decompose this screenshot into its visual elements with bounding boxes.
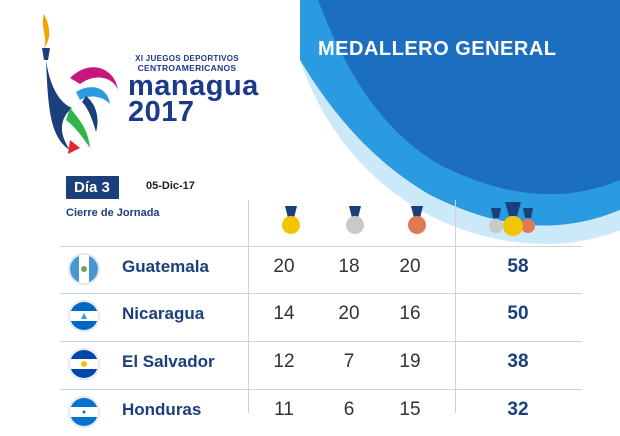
country-name: El Salvador — [122, 352, 215, 371]
column-divider — [248, 200, 249, 413]
nicaragua-flag-icon — [68, 300, 100, 332]
logo-line-2: CENTROAMERICANOS — [137, 63, 237, 73]
table-row: Nicaragua 14 20 16 50 — [60, 294, 582, 340]
total-count: 38 — [507, 351, 529, 372]
total-medals-icon — [489, 202, 535, 236]
row-divider — [60, 389, 582, 390]
bronze-medal-icon — [408, 206, 426, 234]
bronze-count: 16 — [399, 303, 421, 324]
table-row: Honduras 11 6 15 32 — [60, 390, 582, 436]
header-wave-background — [300, 0, 620, 244]
row-divider — [60, 341, 582, 342]
row-divider — [60, 246, 582, 247]
gold-medal-icon — [282, 206, 300, 234]
logo-line-4: 2017 — [128, 96, 195, 128]
silver-count: 18 — [338, 256, 360, 277]
country-name: Nicaragua — [122, 304, 205, 323]
gold-count: 20 — [273, 256, 295, 277]
silver-count: 7 — [343, 351, 355, 372]
gold-count: 14 — [273, 303, 295, 324]
page-title: MEDALLERO GENERAL — [318, 38, 557, 60]
table-row: Guatemala 20 18 20 58 — [60, 247, 582, 293]
table-row: El Salvador 12 7 19 38 — [60, 342, 582, 388]
total-count: 32 — [507, 399, 529, 420]
logo-line-1: XI JUEGOS DEPORTIVOS — [135, 54, 239, 63]
day-date: 05-Dic-17 — [146, 180, 195, 192]
guatemala-flag-icon — [68, 253, 100, 285]
country-name: Honduras — [122, 400, 202, 419]
closing-label: Cierre de Jornada — [66, 207, 160, 219]
silver-count: 6 — [343, 399, 355, 420]
total-count: 58 — [507, 256, 529, 277]
logo-text: XI JUEGOS DEPORTIVOS CENTROAMERICANOS ma… — [128, 54, 268, 128]
el-salvador-flag-icon — [68, 348, 100, 380]
honduras-flag-icon — [68, 396, 100, 428]
games-logo-emblem — [42, 14, 118, 154]
column-divider — [455, 200, 456, 413]
gold-count: 11 — [274, 399, 294, 420]
total-count: 50 — [507, 303, 529, 324]
country-name: Guatemala — [122, 257, 209, 276]
bronze-count: 20 — [399, 256, 421, 277]
bronze-count: 15 — [399, 399, 421, 420]
day-badge: Día 3 — [66, 176, 119, 199]
row-divider — [60, 293, 582, 294]
logo-line-3: managua — [128, 70, 259, 102]
silver-count: 20 — [338, 303, 360, 324]
gold-count: 12 — [273, 351, 295, 372]
bronze-count: 19 — [399, 351, 421, 372]
silver-medal-icon — [346, 206, 364, 234]
